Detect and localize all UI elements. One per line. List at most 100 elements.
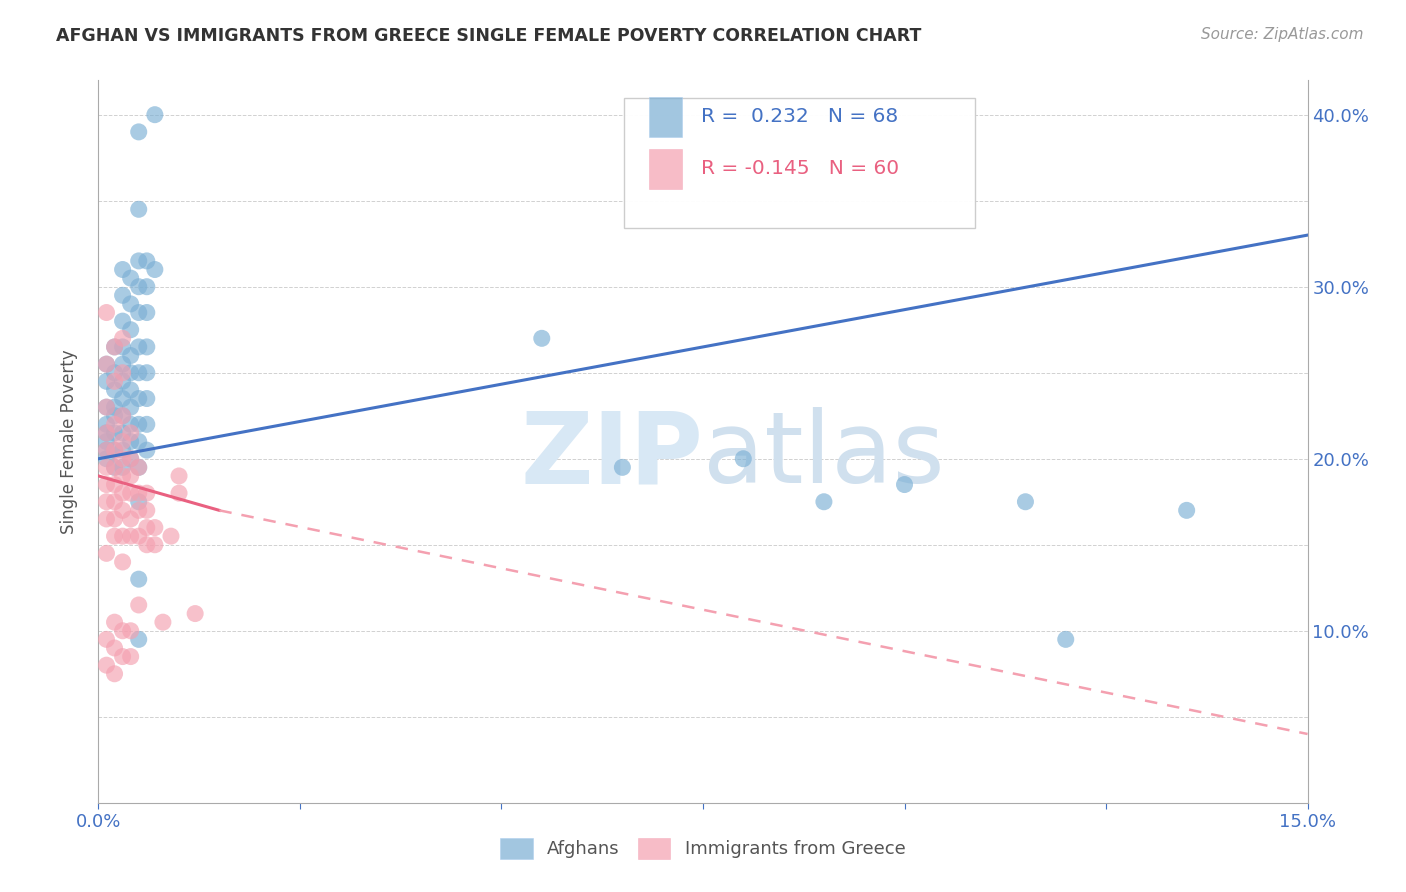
Point (103, 494, 125, 508)
Point (96, 425, 118, 440)
Point (111, 486, 134, 500)
Point (530, 331, 553, 345)
Point (96, 357, 118, 371)
Point (167, 486, 190, 500)
Point (120, 383, 142, 397)
Point (128, 503, 150, 517)
Point (135, 538, 157, 552)
Point (103, 512, 125, 526)
Point (120, 451, 142, 466)
Point (111, 460, 134, 475)
Point (143, 538, 166, 552)
Point (128, 632, 150, 647)
Point (96, 400, 118, 414)
Point (103, 340, 125, 354)
Point (733, 451, 755, 466)
Point (128, 434, 150, 449)
Point (96, 477, 118, 491)
Point (135, 279, 157, 293)
Point (103, 443, 125, 458)
Point (128, 460, 150, 475)
Point (167, 469, 190, 483)
Point (111, 409, 134, 423)
Text: atlas: atlas (703, 408, 945, 505)
Point (128, 529, 150, 543)
Point (103, 477, 125, 491)
Point (135, 366, 157, 380)
Point (96, 434, 118, 449)
Point (103, 400, 125, 414)
Point (128, 340, 150, 354)
Point (184, 607, 207, 621)
Point (612, 460, 634, 475)
Point (143, 108, 166, 122)
Point (96, 305, 118, 319)
Point (96, 460, 118, 475)
Text: AFGHAN VS IMMIGRANTS FROM GREECE SINGLE FEMALE POVERTY CORRELATION CHART: AFGHAN VS IMMIGRANTS FROM GREECE SINGLE … (56, 27, 921, 45)
Point (103, 615, 125, 630)
FancyBboxPatch shape (648, 149, 682, 189)
Point (135, 503, 157, 517)
Point (96, 494, 118, 508)
Point (96, 443, 118, 458)
Point (128, 572, 150, 586)
Point (1014, 494, 1036, 508)
Text: Source: ZipAtlas.com: Source: ZipAtlas.com (1201, 27, 1364, 42)
FancyBboxPatch shape (624, 98, 976, 228)
Point (103, 417, 125, 432)
FancyBboxPatch shape (648, 97, 682, 136)
Point (1054, 632, 1077, 647)
Point (135, 340, 157, 354)
Point (120, 366, 142, 380)
Point (120, 271, 142, 285)
Point (128, 486, 150, 500)
Point (111, 331, 134, 345)
Point (111, 469, 134, 483)
Point (152, 615, 174, 630)
Point (96, 425, 118, 440)
Point (135, 253, 157, 268)
Point (111, 366, 134, 380)
Point (143, 520, 166, 534)
Point (103, 340, 125, 354)
Point (128, 305, 150, 319)
Point (120, 469, 142, 483)
Point (111, 555, 134, 569)
Point (143, 262, 166, 277)
Point (111, 443, 134, 458)
Point (160, 529, 183, 543)
Point (120, 486, 142, 500)
Point (893, 477, 915, 491)
Point (96, 658, 118, 673)
Point (120, 425, 142, 440)
Point (111, 409, 134, 423)
Point (111, 262, 134, 277)
Point (135, 417, 157, 432)
Legend: Afghans, Immigrants from Greece: Afghans, Immigrants from Greece (494, 830, 912, 866)
Point (111, 288, 134, 302)
Point (135, 486, 157, 500)
Text: R =  0.232   N = 68: R = 0.232 N = 68 (700, 107, 898, 127)
Point (120, 349, 142, 363)
Point (111, 340, 134, 354)
Point (120, 400, 142, 414)
Point (128, 598, 150, 612)
Point (103, 375, 125, 389)
Point (103, 366, 125, 380)
Point (111, 624, 134, 638)
Point (111, 434, 134, 449)
Point (135, 443, 157, 458)
Point (103, 640, 125, 655)
Point (128, 125, 150, 139)
Point (128, 366, 150, 380)
Point (103, 460, 125, 475)
Point (1175, 503, 1198, 517)
Point (813, 494, 835, 508)
Point (96, 443, 118, 458)
Point (111, 357, 134, 371)
Point (96, 375, 118, 389)
Text: ZIP: ZIP (520, 408, 703, 505)
Point (128, 253, 150, 268)
Point (120, 297, 142, 311)
Point (120, 323, 142, 337)
